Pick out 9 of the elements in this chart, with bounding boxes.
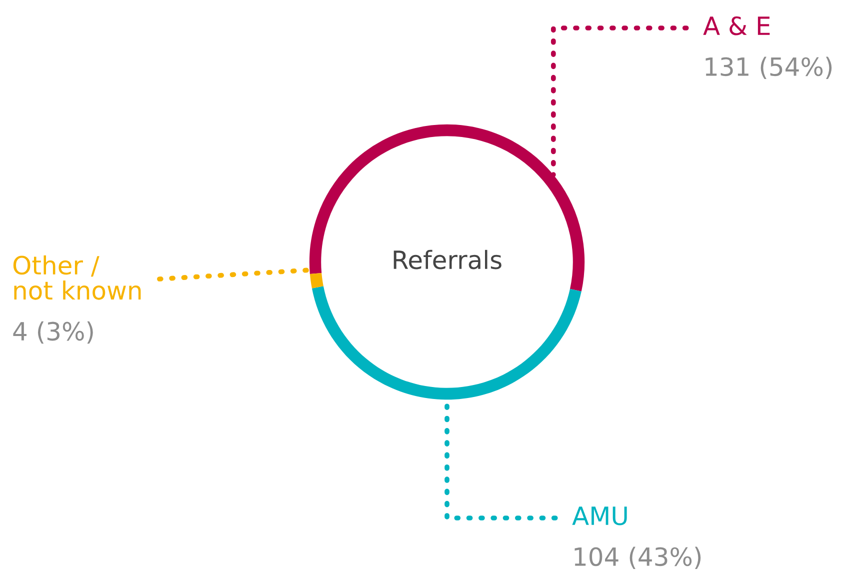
slice-label: AMU [572, 506, 627, 526]
data-label: 104 (43%) [574, 546, 701, 570]
data-label: 131 (54%) [706, 56, 832, 80]
slice-label: Other / not known [13, 255, 141, 300]
donut-slice [312, 286, 582, 400]
donut-slice [310, 272, 324, 288]
text: Referrals [394, 250, 502, 270]
data-label: 4 (3%) [13, 321, 93, 344]
slice-label: A & E [703, 16, 770, 36]
